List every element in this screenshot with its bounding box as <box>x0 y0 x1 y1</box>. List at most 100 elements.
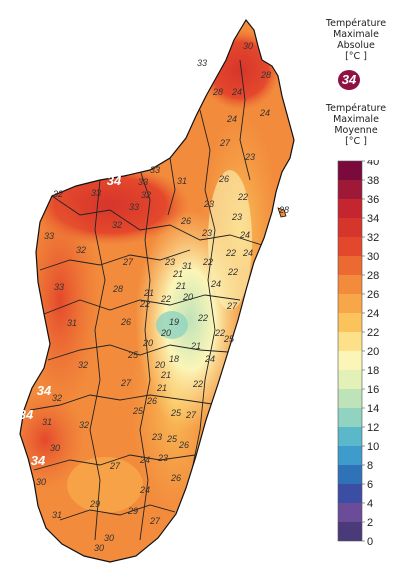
temperature-label: 20 <box>154 360 165 370</box>
scale-swatch <box>338 294 362 313</box>
temperature-label: 32 <box>79 420 89 430</box>
scale-tick-label: 28 <box>367 270 379 282</box>
temperature-label: 31 <box>42 417 52 427</box>
temperature-label: 26 <box>218 174 229 184</box>
scale-swatch <box>338 427 362 446</box>
scale-tick-label: 20 <box>367 346 379 358</box>
temperature-label: 28 <box>278 205 289 215</box>
temperature-label: 31 <box>52 510 62 520</box>
legend-mean-title: Température Maximale Moyenne [°C ] <box>325 103 387 147</box>
scale-swatch <box>338 161 362 180</box>
temperature-label: 27 <box>149 516 161 526</box>
temperature-label: 30 <box>50 443 60 453</box>
scale-swatch <box>338 503 362 522</box>
temperature-label: 22 <box>225 248 236 258</box>
scale-tick-label: 14 <box>367 403 379 415</box>
temperature-label: 25 <box>127 350 139 360</box>
temperature-label: 33 <box>54 282 64 292</box>
temperature-label: 22 <box>139 299 150 309</box>
scale-swatch <box>338 408 362 427</box>
temperature-label: 24 <box>139 455 150 465</box>
temperature-label: 27 <box>185 410 197 420</box>
temperature-label: 33 <box>91 188 101 198</box>
temperature-label: 31 <box>177 176 187 186</box>
temperature-label: 24 <box>231 87 242 97</box>
temperature-label: 21 <box>160 370 171 380</box>
temperature-label: 24 <box>226 114 237 124</box>
temperature-label: 27 <box>120 378 132 388</box>
temperature-label: 30 <box>94 543 104 553</box>
temperature-label: 32 <box>76 245 86 255</box>
scale-tick-label: 0 <box>367 536 373 548</box>
temperature-label: 23 <box>151 432 162 442</box>
absolute-max-badge: 34 <box>338 70 360 90</box>
temperature-label: 24 <box>242 248 253 258</box>
scale-tick-label: 2 <box>367 517 373 529</box>
scale-tick-label: 26 <box>367 289 379 301</box>
temperature-label: 24 <box>204 354 215 364</box>
temperature-label: 22 <box>160 294 171 304</box>
island-outline <box>19 18 295 563</box>
temperature-label: 19 <box>169 317 179 327</box>
temperature-label: 30 <box>36 477 46 487</box>
temperature-label: 27 <box>109 461 121 471</box>
scale-tick-label: 32 <box>367 232 379 244</box>
scale-swatch <box>338 465 362 484</box>
temperature-label: 26 <box>178 440 189 450</box>
temperature-label: 22 <box>237 192 248 202</box>
temperature-label: 31 <box>182 261 192 271</box>
coastal-islet <box>277 207 287 218</box>
scale-tick-label: 10 <box>367 441 379 453</box>
temperature-label: 24 <box>210 279 221 289</box>
temperature-label: 32 <box>78 360 88 370</box>
scale-tick-label: 24 <box>367 308 379 320</box>
temperature-label: 23 <box>203 199 214 209</box>
temperature-label: 33 <box>129 202 139 212</box>
temperature-label: 27 <box>122 257 134 267</box>
scale-swatch <box>338 332 362 351</box>
scale-swatch <box>338 389 362 408</box>
temperature-label: 27 <box>219 138 231 148</box>
temperature-label: 18 <box>169 354 179 364</box>
scale-swatch <box>338 484 362 503</box>
temperature-label: 21 <box>172 269 183 279</box>
temperature-label: 23 <box>164 257 175 267</box>
temperature-label: 29 <box>89 499 100 509</box>
scale-swatch <box>338 370 362 389</box>
scale-tick-label: 34 <box>367 213 379 225</box>
scale-swatch <box>338 446 362 465</box>
scale-tick-label: 4 <box>367 498 373 510</box>
scale-swatch <box>338 313 362 332</box>
absolute-max-label: 34 <box>31 453 46 468</box>
temperature-label: 29 <box>127 506 138 516</box>
scale-swatch <box>338 237 362 256</box>
temperature-label: 21 <box>190 341 201 351</box>
scale-swatch <box>338 218 362 237</box>
scale-swatch <box>338 351 362 370</box>
temperature-label: 23 <box>231 212 242 222</box>
legend-absolute-title: Température Maximale Absolue [°C ] <box>325 18 387 62</box>
scale-tick-label: 36 <box>367 194 379 206</box>
scale-swatch <box>338 275 362 294</box>
temperature-label: 24 <box>239 230 250 240</box>
temperature-label: 32 <box>141 190 151 200</box>
temperature-label: 32 <box>112 220 122 230</box>
temperature-label: 24 <box>259 108 270 118</box>
temperature-label: 27 <box>226 301 238 311</box>
scale-tick-label: 40 <box>367 160 379 168</box>
scale-swatch <box>338 199 362 218</box>
temperature-label: 20 <box>142 338 153 348</box>
temperature-label: 20 <box>160 328 171 338</box>
temperature-label: 28 <box>112 284 123 294</box>
scale-swatch <box>338 256 362 275</box>
temperature-label: 22 <box>227 267 238 277</box>
scale-swatch <box>338 180 362 199</box>
temperature-label: 26 <box>180 216 191 226</box>
temperature-label: 33 <box>197 58 207 68</box>
temperature-label: 28 <box>212 87 223 97</box>
temperature-label: 23 <box>157 453 168 463</box>
scale-tick-label: 30 <box>367 251 379 263</box>
